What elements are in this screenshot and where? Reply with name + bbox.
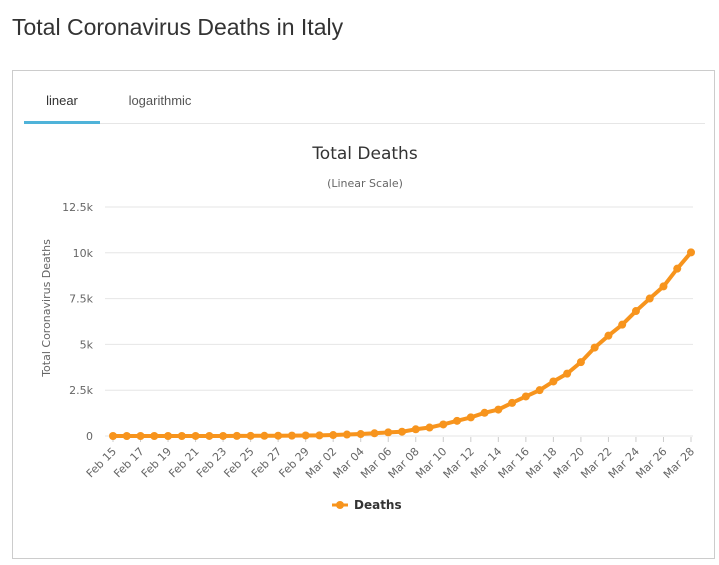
data-point[interactable] — [687, 248, 695, 257]
deaths-chart: Total Deaths (Linear Scale) Total Corona… — [40, 144, 697, 512]
data-point[interactable] — [246, 431, 255, 440]
tab-logarithmic[interactable]: logarithmic — [128, 93, 192, 108]
scale-tabs: linear logarithmic — [24, 81, 705, 124]
data-point[interactable] — [177, 432, 186, 440]
data-point[interactable] — [508, 398, 517, 407]
data-point[interactable] — [219, 431, 228, 440]
legend-marker — [336, 501, 344, 509]
data-point[interactable] — [205, 431, 214, 440]
data-point[interactable] — [315, 431, 324, 440]
data-point[interactable] — [301, 431, 310, 440]
data-point[interactable] — [659, 282, 668, 291]
data-point[interactable] — [425, 423, 434, 432]
x-tick-label: Mar 28 — [661, 445, 697, 481]
data-point[interactable] — [466, 413, 475, 422]
y-tick-label: 2.5k — [69, 384, 93, 397]
data-point[interactable] — [411, 425, 420, 434]
page-title: Total Coronavirus Deaths in Italy — [12, 14, 344, 40]
data-point[interactable] — [287, 431, 296, 440]
data-point[interactable] — [356, 430, 365, 439]
data-point[interactable] — [645, 294, 654, 303]
tab-linear[interactable]: linear — [24, 81, 100, 124]
data-point[interactable] — [576, 358, 585, 367]
data-point[interactable] — [150, 432, 159, 440]
data-point[interactable] — [631, 307, 640, 316]
y-tick-label: 12.5k — [62, 201, 93, 214]
legend[interactable]: Deaths — [332, 498, 402, 512]
data-point[interactable] — [109, 432, 117, 440]
data-point[interactable] — [590, 343, 599, 352]
data-point[interactable] — [535, 386, 544, 395]
data-point[interactable] — [521, 392, 530, 401]
y-axis-label: Total Coronavirus Deaths — [40, 239, 53, 378]
data-point[interactable] — [384, 428, 393, 437]
y-tick-label: 5k — [80, 338, 94, 351]
series-deaths — [109, 248, 695, 440]
legend-label-deaths: Deaths — [354, 498, 402, 512]
data-point[interactable] — [494, 405, 503, 414]
y-tick-label: 7.5k — [69, 293, 93, 306]
chart-panel: linear logarithmic Total Deaths (Linear … — [12, 70, 715, 559]
data-point[interactable] — [480, 408, 489, 417]
y-tick-label: 10k — [73, 247, 94, 260]
data-point[interactable] — [274, 431, 283, 440]
data-point[interactable] — [232, 431, 241, 440]
gridlines — [105, 206, 693, 437]
data-point[interactable] — [136, 432, 145, 440]
data-point[interactable] — [673, 264, 682, 273]
data-point[interactable] — [164, 432, 173, 440]
data-point[interactable] — [329, 431, 338, 440]
chart-subtitle: (Linear Scale) — [327, 177, 403, 190]
data-point[interactable] — [260, 431, 269, 440]
data-point[interactable] — [453, 416, 462, 425]
data-point[interactable] — [563, 369, 572, 378]
data-point[interactable] — [618, 320, 627, 329]
data-point[interactable] — [604, 331, 613, 340]
chart-title: Total Deaths — [311, 144, 418, 164]
data-point[interactable] — [342, 430, 351, 439]
data-point[interactable] — [398, 427, 406, 436]
data-point[interactable] — [549, 377, 558, 386]
y-tick-label: 0 — [86, 430, 93, 443]
data-point[interactable] — [191, 431, 200, 440]
data-point[interactable] — [439, 420, 448, 429]
data-point[interactable] — [370, 429, 379, 438]
y-axis-ticks: 0 2.5k 5k 7.5k 10k 12.5k — [62, 201, 93, 443]
data-point[interactable] — [122, 432, 131, 440]
